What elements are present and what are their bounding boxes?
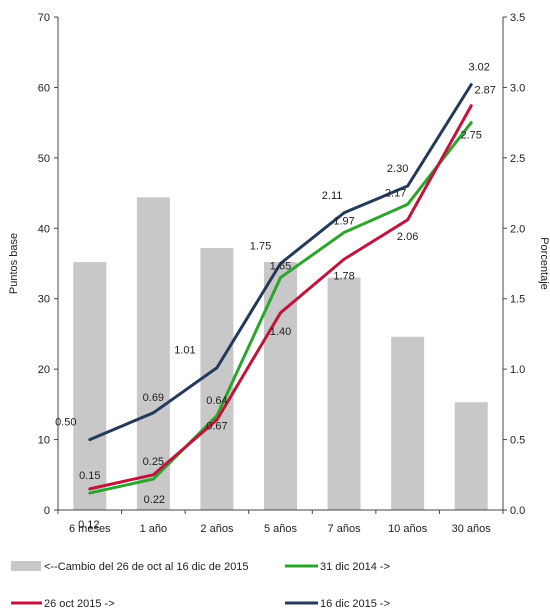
legend-label-bars: <--Cambio del 26 de oct al 16 dic de 201… xyxy=(44,561,249,573)
x-tick-label-2: 1 año xyxy=(140,523,168,535)
left-tick-label-7: 70 xyxy=(38,12,50,24)
x-tick-label-7: 30 años xyxy=(452,523,492,535)
data-label-s1-6: 2.17 xyxy=(385,187,406,199)
data-label-green-6m: 0.12 xyxy=(78,519,99,531)
data-label-s2-4: 1.40 xyxy=(270,326,291,338)
data-label-s3-1: 0.50 xyxy=(55,417,76,429)
series-line-2 xyxy=(88,104,473,491)
left-tick-label-1: 10 xyxy=(38,435,50,447)
bar-7 xyxy=(454,402,488,510)
x-tick-label-3: 2 años xyxy=(200,523,234,535)
data-label-s3-7: 3.02 xyxy=(469,62,490,74)
data-label-s2-3: 0.64 xyxy=(206,395,227,407)
legend-label-green: 31 dic 2014 -> xyxy=(320,561,390,573)
data-label-s1-4: 1.65 xyxy=(270,261,291,273)
right-tick-label-2: 1.0 xyxy=(510,364,525,376)
data-label-s3-5: 2.11 xyxy=(322,190,343,202)
bar-5 xyxy=(327,277,361,510)
data-label-s2-2: 0.25 xyxy=(143,456,164,468)
data-label-s2-6: 2.06 xyxy=(397,231,418,243)
right-tick-label-5: 2.5 xyxy=(510,153,525,165)
x-tick-label-5: 7 años xyxy=(328,523,362,535)
data-label-green-1y: 0.22 xyxy=(144,494,165,506)
y-axis-title-right: Porcentaje xyxy=(538,237,550,290)
right-tick-label-3: 1.5 xyxy=(510,294,525,306)
left-tick-label-0: 0 xyxy=(44,505,50,517)
bar-3 xyxy=(200,248,234,510)
x-tick-label-4: 5 años xyxy=(264,523,298,535)
data-label-s2-1: 0.15 xyxy=(79,470,100,482)
left-tick-label-5: 50 xyxy=(38,153,50,165)
data-label-s3-2: 0.69 xyxy=(143,392,164,404)
x-tick-label-1: 6 meses xyxy=(69,523,111,535)
right-tick-label-0: 0.0 xyxy=(510,505,525,517)
left-tick-label-6: 60 xyxy=(38,82,50,94)
legend-label-red: 26 oct 2015 -> xyxy=(44,598,115,610)
bar-1 xyxy=(73,262,107,510)
series-line-1 xyxy=(88,121,473,495)
data-label-s1-3: 0.67 xyxy=(206,421,227,433)
bar-2 xyxy=(136,197,170,510)
data-label-s3-4: 1.75 xyxy=(250,241,271,253)
left-tick-label-4: 40 xyxy=(38,223,50,235)
legend-swatch-bars xyxy=(11,561,41,571)
data-label-s3-3: 1.01 xyxy=(174,345,195,357)
data-label-s1-5: 1.97 xyxy=(333,216,354,228)
data-label-s2-7: 2.87 xyxy=(475,85,496,97)
right-tick-label-7: 3.5 xyxy=(510,12,525,24)
data-label-s1-7: 2.75 xyxy=(461,130,482,142)
bar-6 xyxy=(391,336,425,510)
right-tick-label-6: 3.0 xyxy=(510,82,525,94)
data-label-s3-6: 2.30 xyxy=(387,163,408,175)
data-label-s2-5: 1.78 xyxy=(333,270,354,282)
series-line-3 xyxy=(88,83,473,442)
left-tick-label-2: 20 xyxy=(38,364,50,376)
right-tick-label-4: 2.0 xyxy=(510,223,525,235)
y-axis-title-left: Puntos base xyxy=(8,233,20,294)
right-tick-label-1: 0.5 xyxy=(510,435,525,447)
legend-label-navy: 16 dic 2015 -> xyxy=(320,598,390,610)
x-tick-label-6: 10 años xyxy=(388,523,428,535)
left-tick-label-3: 30 xyxy=(38,294,50,306)
